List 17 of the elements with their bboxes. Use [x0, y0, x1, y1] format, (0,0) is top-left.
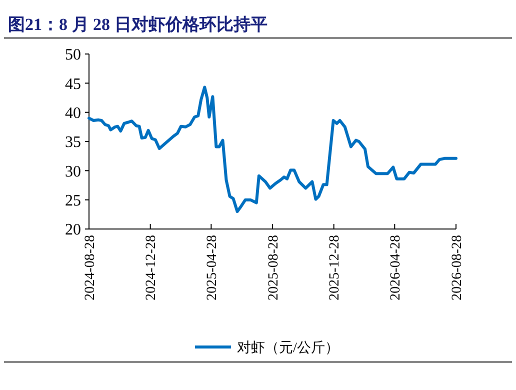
x-tick-label: 2024-08-28	[82, 235, 98, 300]
y-tick-label: 40	[65, 104, 81, 122]
y-tick-label: 20	[65, 222, 81, 239]
x-tick-label: 2026-04-28	[388, 235, 404, 300]
chart-title: 图21：8 月 28 日对虾价格环比持平	[8, 15, 268, 34]
x-tick-label: 2025-08-28	[266, 235, 282, 300]
y-tick-label: 50	[65, 46, 81, 64]
x-tick-label: 2025-04-28	[205, 235, 220, 300]
y-tick-label: 30	[65, 163, 81, 180]
y-tick-label: 35	[65, 134, 81, 152]
legend-label: 对虾（元/公斤）	[237, 340, 339, 356]
line-series	[88, 86, 458, 213]
x-tick-label: 2024-12-28	[144, 235, 160, 300]
x-tick-label: 2025-12-28	[328, 235, 343, 300]
y-tick-label: 45	[65, 76, 81, 93]
y-tick-label: 25	[65, 192, 81, 210]
x-tick-label: 2026-08-28	[450, 235, 465, 300]
